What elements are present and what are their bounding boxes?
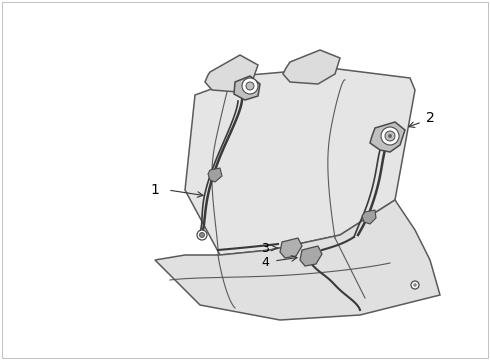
- Polygon shape: [155, 200, 440, 320]
- Circle shape: [242, 78, 258, 94]
- Circle shape: [381, 127, 399, 145]
- Circle shape: [197, 230, 207, 240]
- Polygon shape: [370, 122, 405, 152]
- Text: 1: 1: [150, 183, 159, 197]
- Text: 2: 2: [426, 111, 434, 125]
- Circle shape: [246, 82, 254, 90]
- Circle shape: [385, 131, 395, 141]
- Polygon shape: [300, 246, 322, 266]
- Polygon shape: [234, 76, 260, 100]
- Text: 3: 3: [261, 242, 269, 255]
- Circle shape: [199, 233, 204, 238]
- Circle shape: [388, 134, 392, 138]
- Polygon shape: [362, 210, 376, 224]
- Text: 4: 4: [261, 256, 269, 269]
- Circle shape: [411, 281, 419, 289]
- Polygon shape: [208, 168, 222, 182]
- Circle shape: [413, 283, 417, 287]
- Polygon shape: [283, 50, 340, 84]
- Polygon shape: [280, 238, 302, 258]
- Polygon shape: [185, 68, 415, 255]
- Polygon shape: [205, 55, 258, 92]
